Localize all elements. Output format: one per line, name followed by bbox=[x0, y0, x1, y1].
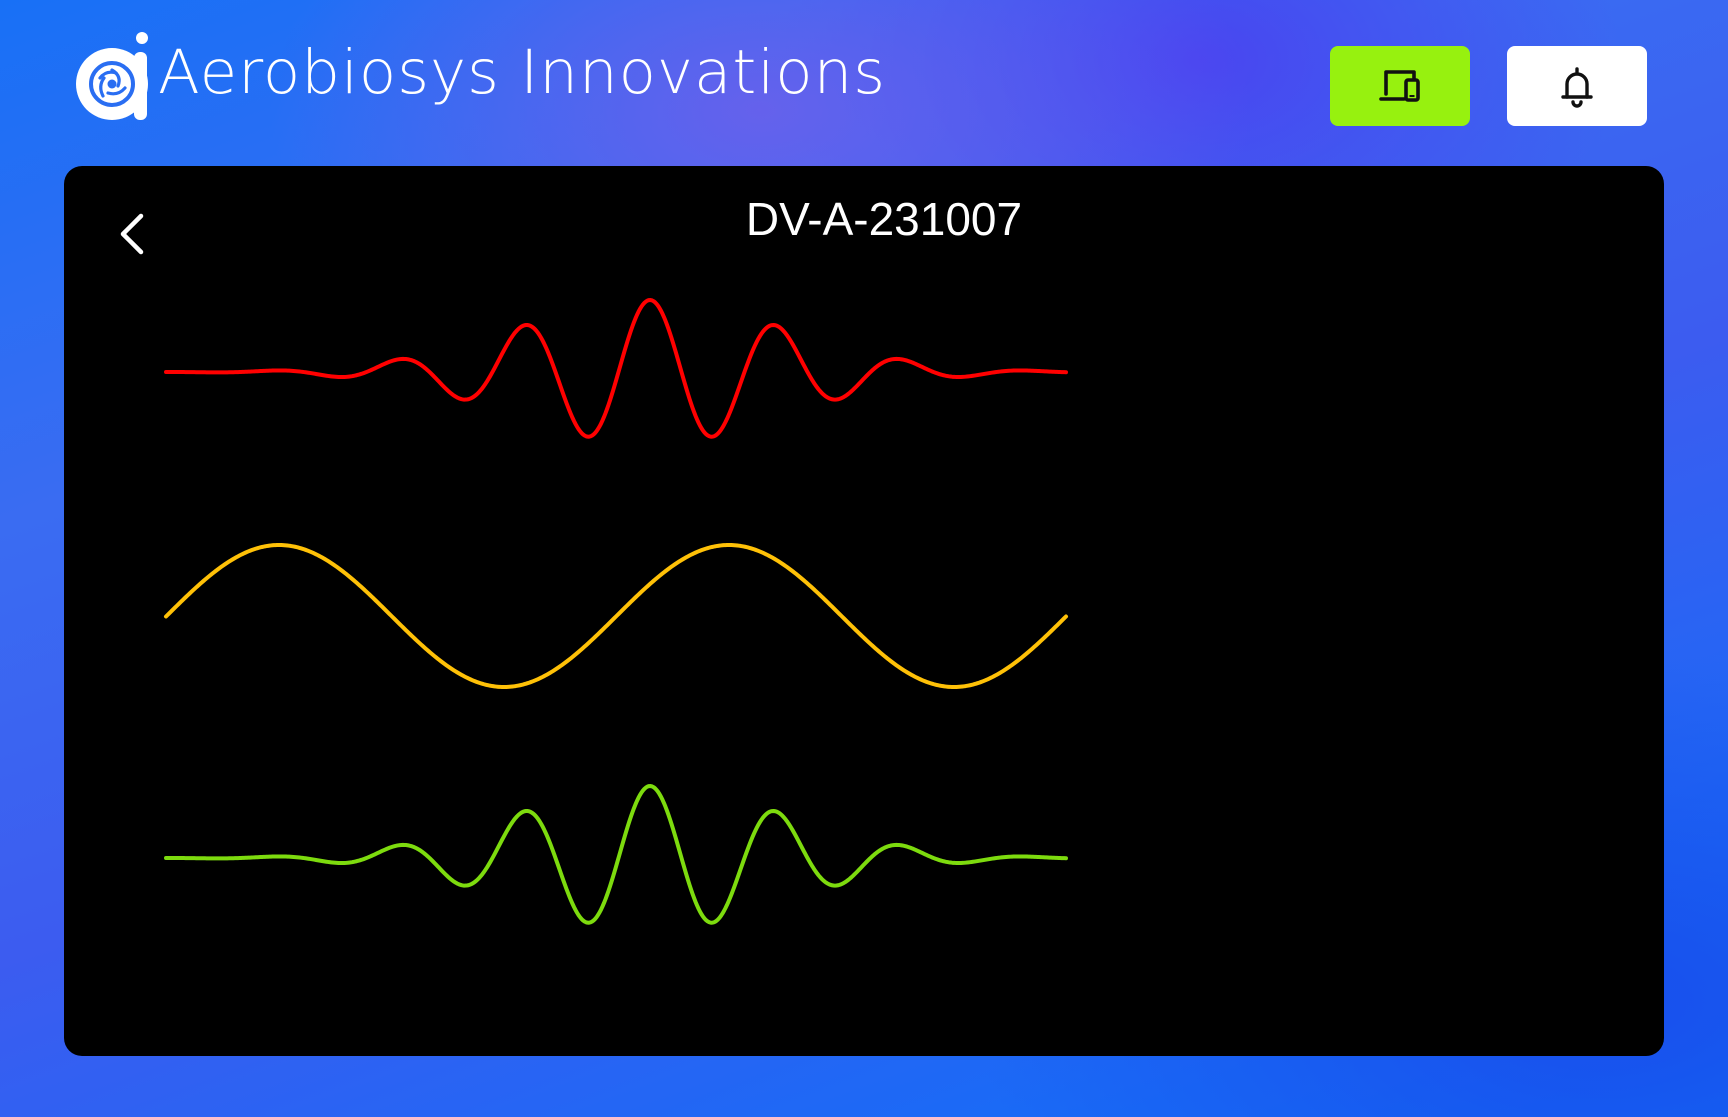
bell-icon bbox=[1557, 64, 1597, 108]
devices-icon bbox=[1378, 66, 1422, 106]
waveform-panel: DV-A-231007 bbox=[64, 166, 1664, 1056]
notifications-button[interactable] bbox=[1507, 46, 1647, 126]
brand-name: Aerobiosys Innovations bbox=[158, 42, 886, 103]
brand: Aerobiosys Innovations bbox=[74, 26, 886, 126]
aerobiosys-logo-icon bbox=[74, 26, 154, 126]
app-header: Aerobiosys Innovations bbox=[0, 0, 1728, 160]
waveform-trace-1 bbox=[166, 300, 1066, 437]
devices-button[interactable] bbox=[1330, 46, 1470, 126]
waveform-trace-2 bbox=[166, 545, 1066, 687]
waveform-trace-3 bbox=[166, 786, 1066, 923]
waveform-display bbox=[64, 166, 1664, 1056]
